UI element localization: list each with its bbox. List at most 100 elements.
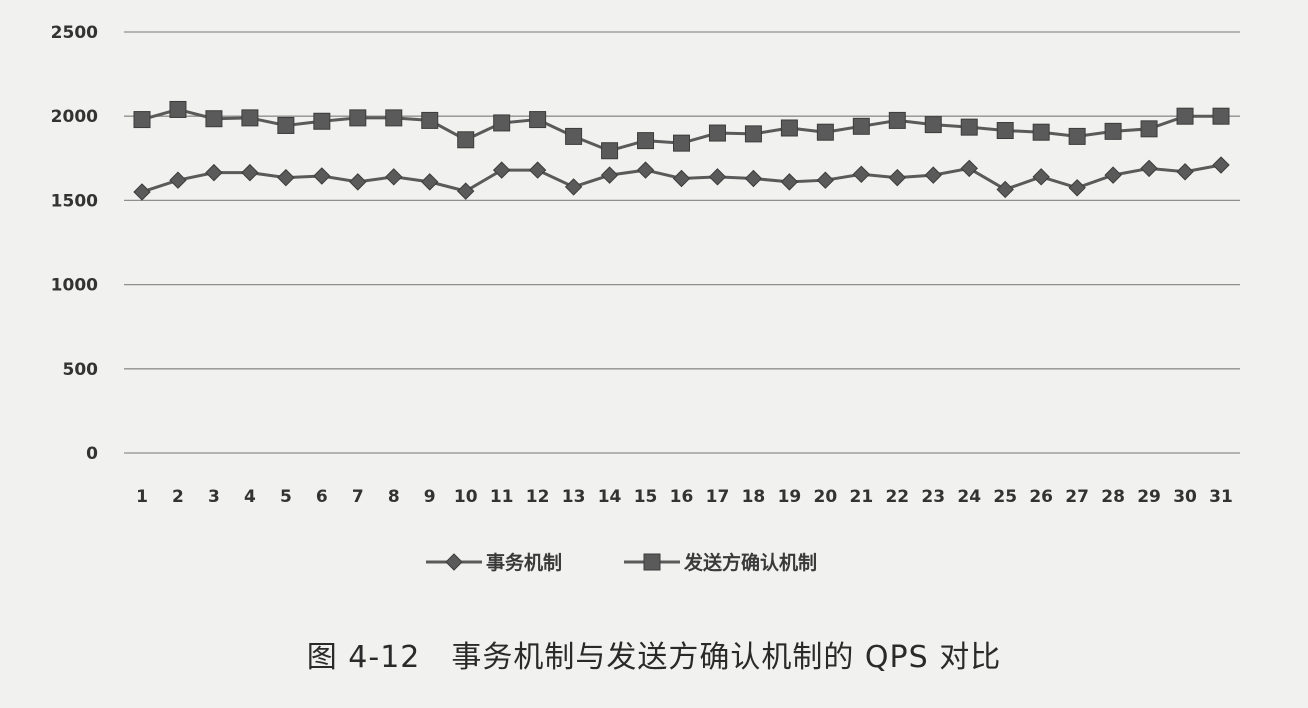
x-tick-label: 4 — [244, 487, 256, 507]
data-point — [349, 109, 367, 127]
x-tick-label: 16 — [670, 487, 694, 507]
x-tick-label: 5 — [280, 487, 292, 507]
x-tick-label: 11 — [490, 487, 514, 507]
data-point — [924, 116, 942, 134]
x-tick-label: 18 — [742, 487, 766, 507]
gridlines — [124, 31, 1240, 454]
data-point — [133, 111, 151, 129]
data-point — [205, 163, 223, 182]
data-point — [313, 112, 331, 130]
x-tick-label: 2 — [172, 487, 184, 507]
data-point — [1068, 127, 1086, 145]
x-tick-label: 1 — [136, 487, 148, 507]
data-point — [637, 132, 655, 150]
data-point — [528, 161, 547, 179]
data-point — [996, 180, 1014, 199]
data-point — [169, 171, 187, 189]
data-point — [960, 159, 978, 178]
data-point — [133, 183, 151, 201]
x-tick-label: 10 — [454, 487, 478, 507]
x-tick-label: 26 — [1029, 487, 1053, 507]
data-point — [1068, 179, 1086, 197]
data-point — [1176, 107, 1194, 125]
data-point — [456, 182, 475, 200]
legend-label: 发送方确认机制 — [683, 551, 817, 574]
figure-caption: 图 4-12 事务机制与发送方确认机制的 QPS 对比 — [306, 640, 1002, 675]
data-point — [1176, 163, 1194, 181]
data-point — [277, 168, 295, 187]
x-tick-label: 8 — [388, 487, 400, 507]
data-point — [816, 123, 834, 141]
x-tick-label: 7 — [352, 487, 364, 507]
x-tick-label: 17 — [706, 487, 730, 507]
y-tick-label: 500 — [63, 360, 99, 380]
data-point — [169, 100, 187, 118]
x-tick-label: 6 — [316, 487, 328, 507]
x-tick-label: 22 — [885, 487, 909, 507]
data-point — [996, 122, 1014, 140]
data-point — [565, 127, 583, 145]
data-point — [888, 111, 906, 129]
data-point — [816, 171, 835, 189]
data-point — [744, 169, 763, 188]
data-point — [744, 125, 762, 143]
x-tick-label: 27 — [1065, 487, 1089, 507]
series-markers — [133, 100, 1230, 201]
legend-marker — [643, 553, 661, 571]
data-point — [600, 166, 619, 184]
data-point — [672, 169, 691, 188]
data-point — [673, 134, 690, 152]
data-point — [852, 165, 871, 184]
x-tick-label: 19 — [778, 487, 802, 507]
data-point — [529, 111, 547, 129]
data-point — [349, 173, 367, 191]
data-point — [313, 167, 331, 185]
data-point — [457, 131, 475, 149]
data-point — [421, 111, 439, 129]
data-point — [852, 117, 870, 135]
data-point — [601, 142, 619, 160]
y-tick-label: 1000 — [51, 276, 98, 296]
data-point — [1032, 168, 1050, 186]
data-point — [493, 114, 511, 132]
data-point — [1140, 120, 1158, 138]
x-tick-label: 13 — [562, 487, 586, 507]
legend-marker — [445, 553, 463, 571]
data-point — [1212, 107, 1230, 125]
legend-label: 事务机制 — [486, 551, 562, 574]
y-tick-label: 2000 — [51, 107, 98, 127]
x-tick-label: 25 — [993, 487, 1017, 507]
x-tick-label: 23 — [921, 487, 945, 507]
data-point — [241, 163, 259, 182]
x-tick-label: 24 — [957, 487, 981, 507]
data-point — [1212, 156, 1230, 174]
data-point — [385, 168, 403, 186]
data-point — [564, 178, 583, 196]
data-point — [421, 173, 439, 191]
data-point — [1032, 123, 1050, 141]
qps-line-chart: 0 500 1000 1500 2000 2500 1 2 3 4 5 6 7 8 9 10 11 12 13 14… — [51, 23, 1240, 574]
data-point — [1104, 122, 1122, 140]
data-point — [924, 166, 942, 184]
data-point — [1140, 159, 1158, 178]
x-tick-label: 12 — [526, 487, 550, 507]
data-point — [780, 173, 799, 191]
data-point — [205, 110, 223, 128]
data-point — [708, 168, 727, 186]
data-point — [780, 119, 798, 137]
data-point — [708, 124, 726, 142]
data-point — [888, 168, 907, 187]
data-point — [636, 161, 655, 179]
data-point — [492, 161, 511, 179]
y-tick-label: 1500 — [51, 191, 98, 211]
x-tick-label: 30 — [1173, 487, 1197, 507]
data-point — [1104, 166, 1122, 184]
data-point — [241, 109, 259, 127]
x-tick-label: 28 — [1101, 487, 1125, 507]
x-axis-ticks: 1 2 3 4 5 6 7 8 9 10 11 12 13 14 15 16 17 18 19 20 21 22 23 24 2… — [136, 487, 1233, 507]
data-point — [960, 118, 978, 136]
legend: 事务机制 发送方确认机制 — [426, 551, 817, 574]
data-point — [385, 109, 403, 127]
x-tick-label: 14 — [598, 487, 622, 507]
